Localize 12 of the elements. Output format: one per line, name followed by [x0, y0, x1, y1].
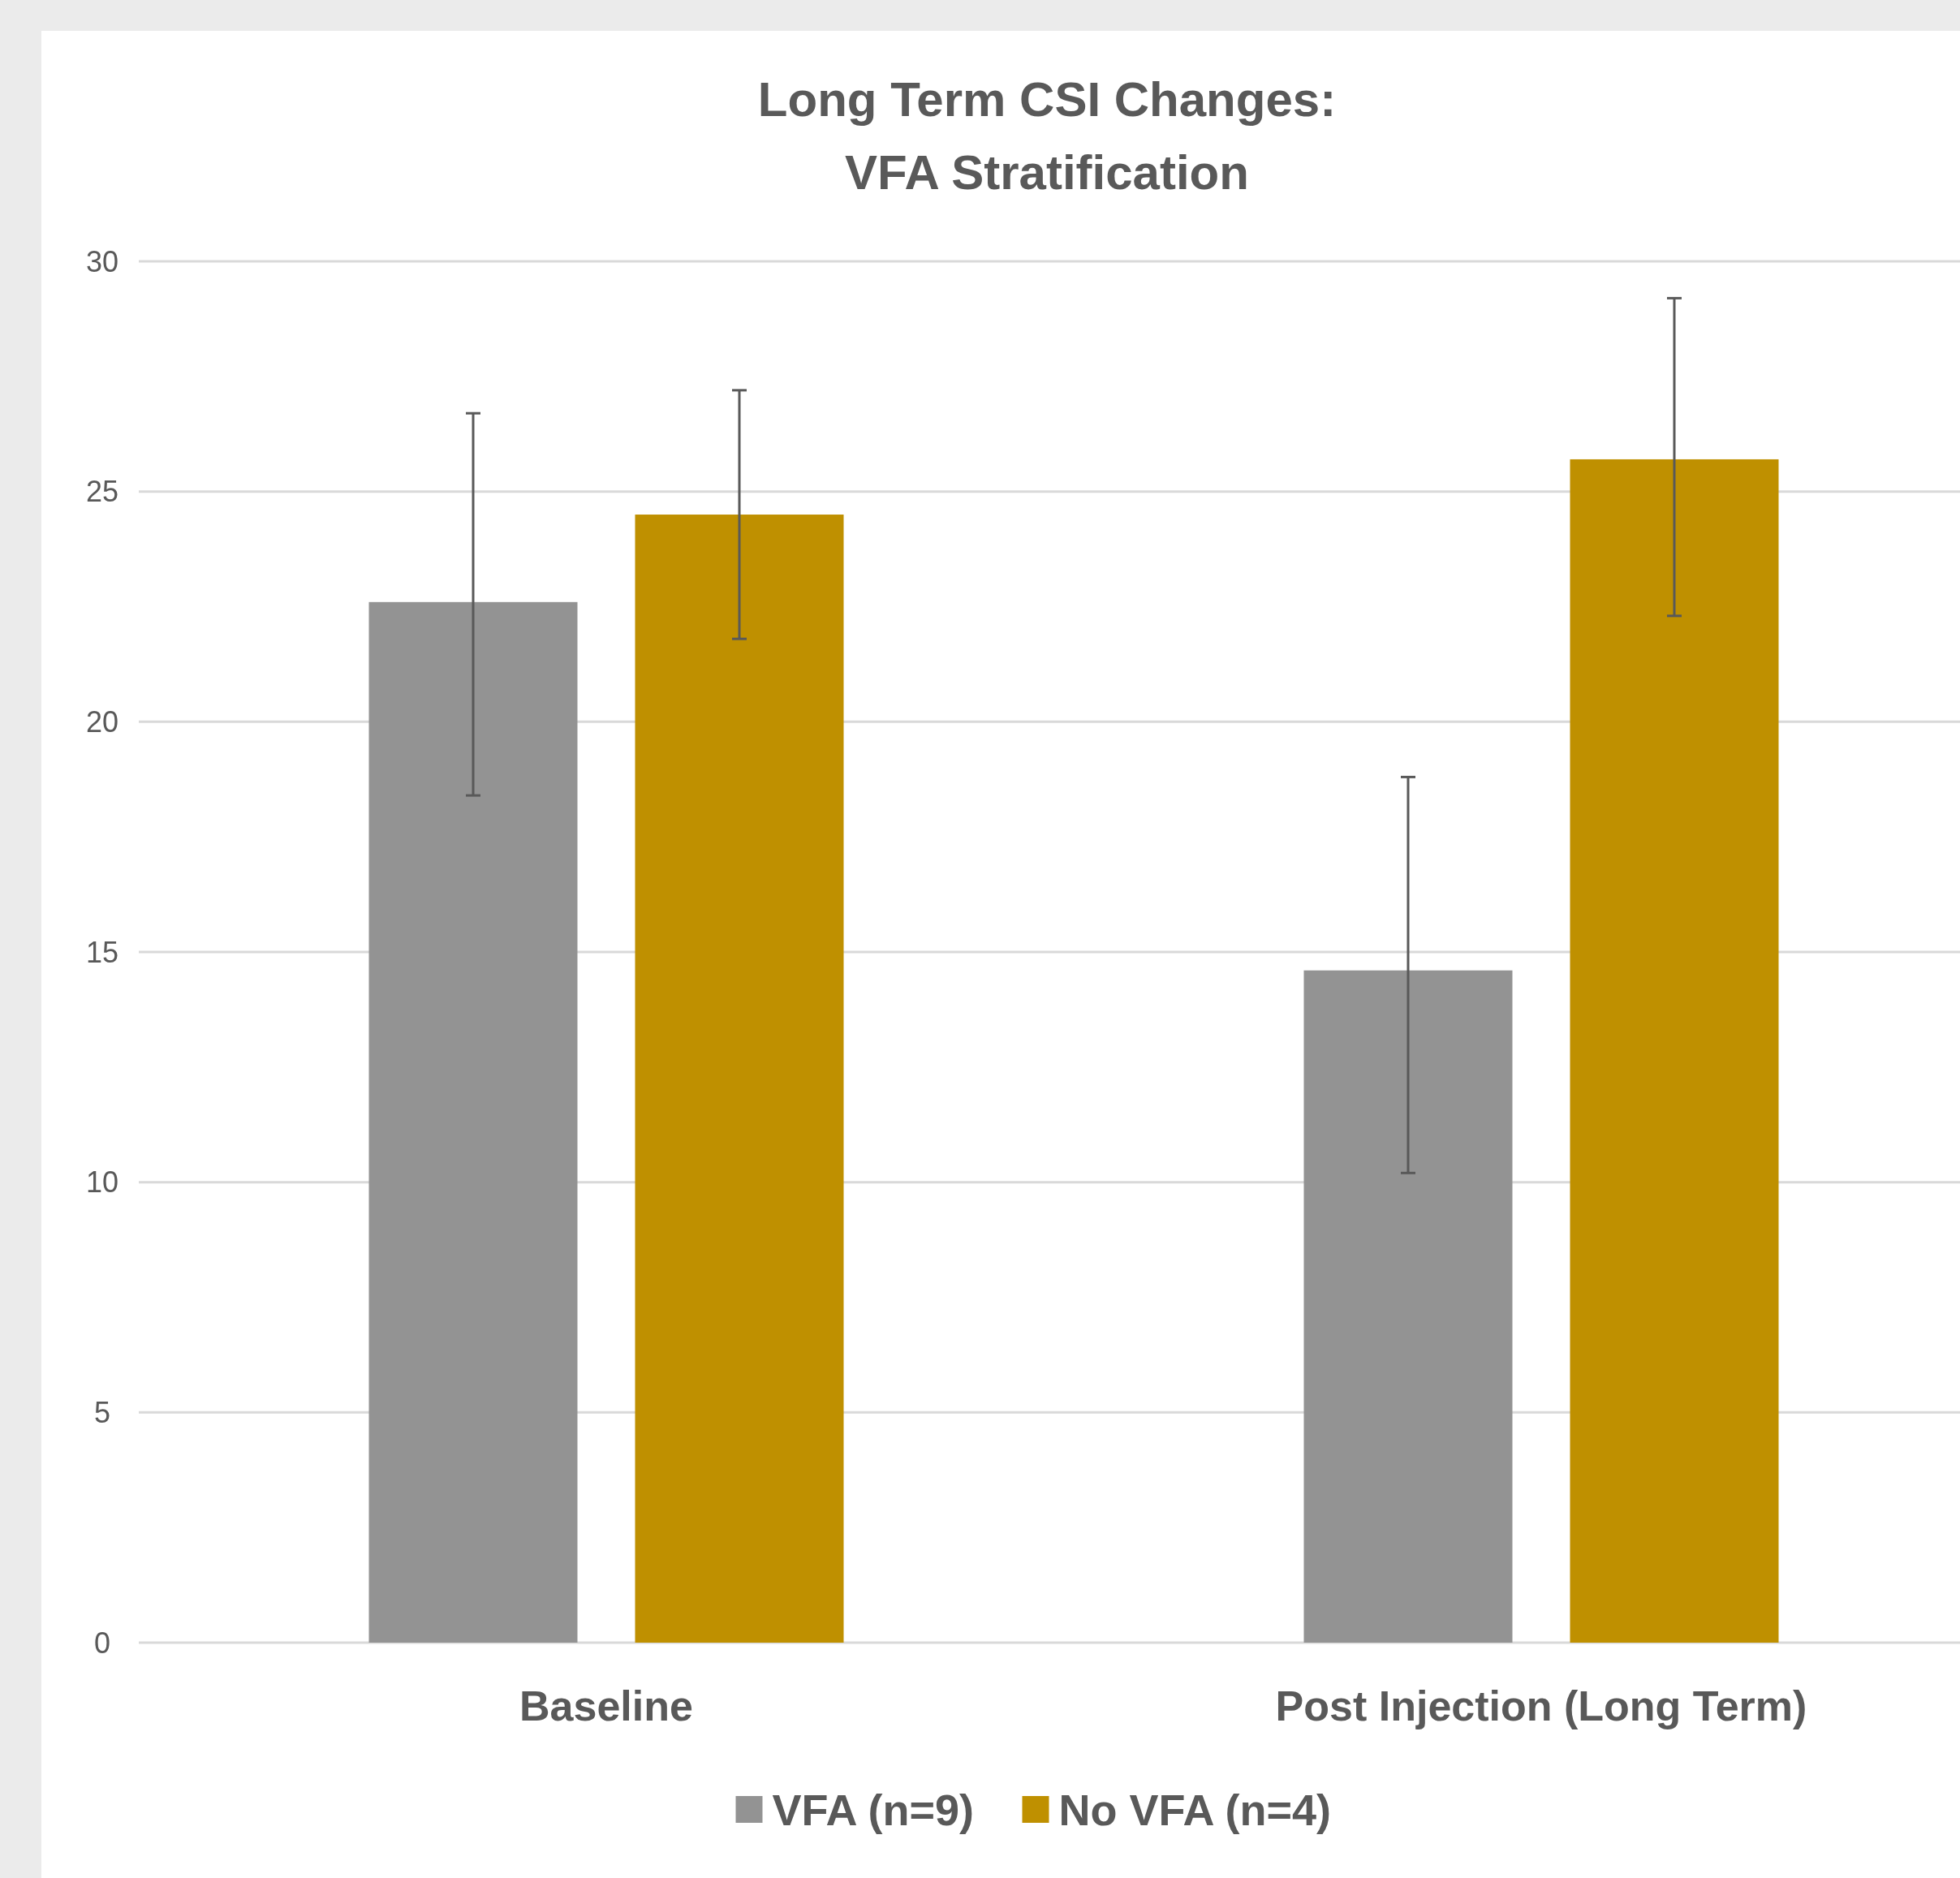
- y-tick-label: 0: [93, 1626, 111, 1660]
- y-tick-label: 25: [85, 475, 119, 509]
- legend-label: VFA (n=9): [772, 1785, 975, 1834]
- x-tick-label: Post Injection (Long Term): [1275, 1682, 1807, 1729]
- chart-title: Long Term CSI Changes: VFA Stratification: [757, 72, 1337, 200]
- y-tick-label: 10: [85, 1165, 119, 1200]
- y-tick-label: 15: [85, 935, 119, 969]
- y-tick-label: 5: [93, 1395, 111, 1429]
- y-tick-label: 20: [85, 704, 119, 739]
- x-tick-label: Baseline: [519, 1682, 693, 1729]
- legend-label: No VFA (n=4): [1058, 1785, 1332, 1834]
- y-tick-label: 30: [85, 244, 119, 278]
